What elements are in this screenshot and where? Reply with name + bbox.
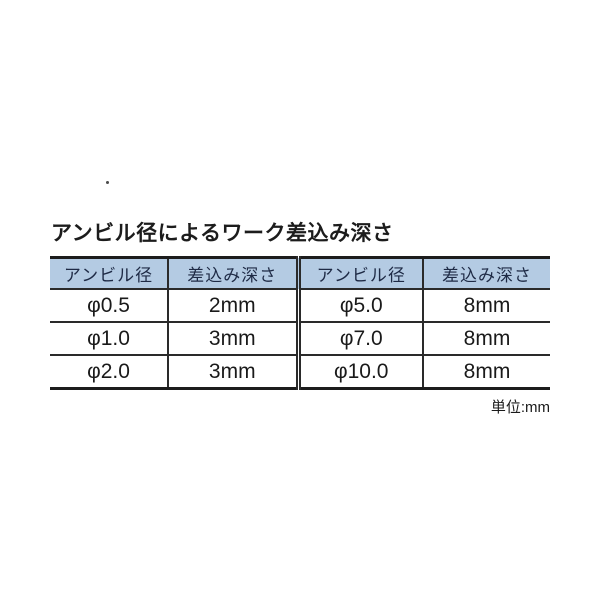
table-cell: φ1.0 — [50, 322, 168, 356]
table-cell: 2mm — [167, 289, 298, 323]
table-row: φ0.5 2mm φ5.0 8mm — [50, 289, 550, 323]
unit-note: 単位:mm — [490, 399, 550, 416]
table-cell: φ7.0 — [295, 322, 423, 356]
table-row: φ2.0 3mm φ10.0 8mm — [50, 355, 550, 389]
table-header-row: アンビル径 差込み深さ アンビル径 差込み深さ — [50, 257, 550, 290]
table-cell: 8mm — [422, 355, 550, 389]
table-cell: φ5.0 — [295, 289, 423, 323]
table-cell: φ2.0 — [87, 359, 130, 383]
header-insertion-depth-left: 差込み深さ — [167, 257, 298, 290]
table-cell: 3mm — [167, 355, 298, 389]
table-cell: 8mm — [422, 289, 550, 323]
print-artifact-dot — [106, 181, 109, 184]
anvil-depth-spec-table: アンビル径 差込み深さ アンビル径 差込み深さ φ0.5 2mm φ5.0 8m… — [50, 256, 550, 390]
table-cell: 8mm — [422, 322, 550, 356]
table-cell: φ0.5 — [50, 289, 168, 323]
header-anvil-diameter-right: アンビル径 — [295, 257, 423, 290]
table-title: アンビル径によるワーク差込み深さ — [51, 222, 394, 245]
header-insertion-depth-right: 差込み深さ — [422, 257, 550, 290]
table-cell: 3mm — [167, 322, 298, 356]
table-row: φ1.0 3mm φ7.0 8mm — [50, 322, 550, 356]
table-cell: φ10.0 — [295, 355, 423, 389]
header-anvil-diameter-left: アンビル径 — [50, 257, 168, 290]
